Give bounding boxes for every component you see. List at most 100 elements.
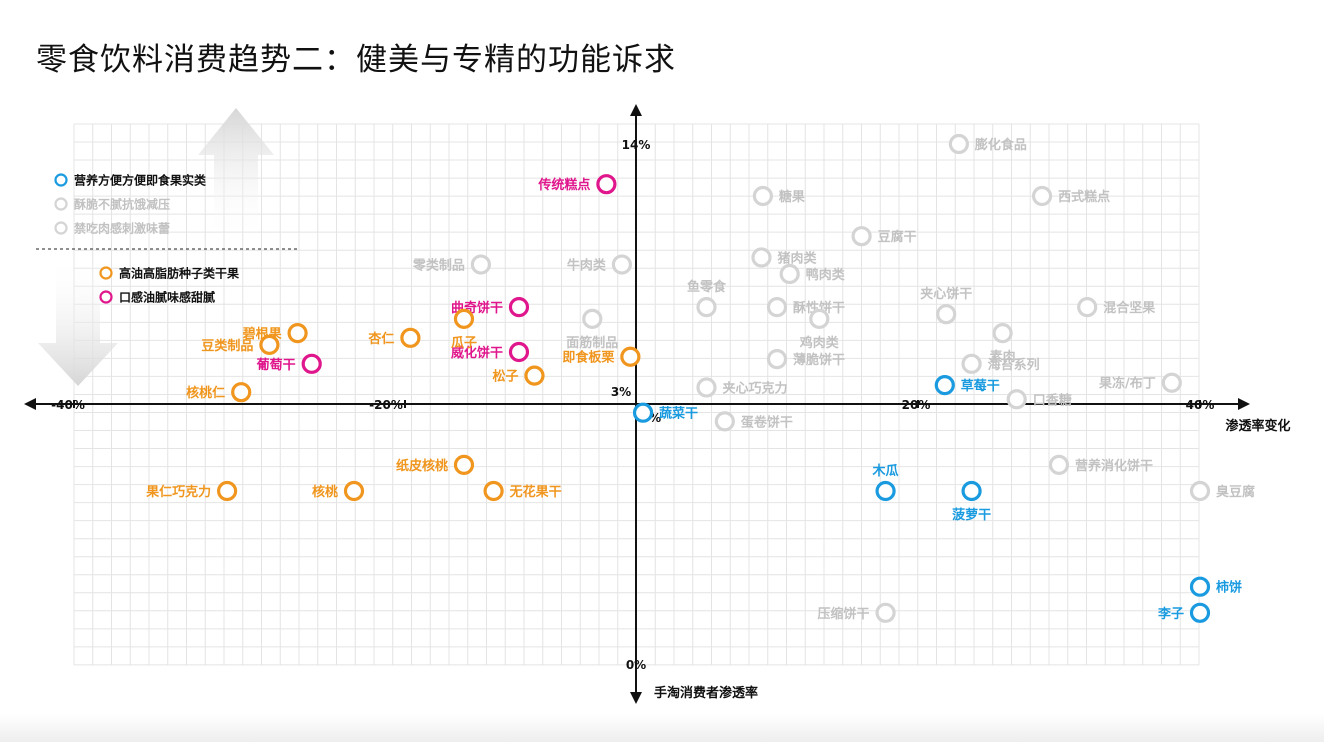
data-point: 威化饼干 xyxy=(451,341,530,363)
legend-label: 酥脆不腻抗饿减压 xyxy=(74,197,170,212)
point-label: 纸皮核桃 xyxy=(396,458,448,474)
point-label: 酥性饼干 xyxy=(793,300,845,316)
point-label: 杏仁 xyxy=(368,331,394,347)
up-arrow-icon xyxy=(198,108,274,240)
data-point: 纸皮核桃 xyxy=(396,454,475,475)
data-point: 瓜子 xyxy=(451,308,477,351)
data-point: 松子 xyxy=(492,365,545,386)
point-marker xyxy=(1077,296,1098,318)
x-tick-label: -40% xyxy=(51,398,85,412)
point-marker xyxy=(301,353,322,374)
point-label: 素肉 xyxy=(990,349,1016,365)
data-point: 鸭肉类 xyxy=(779,263,846,285)
y-axis-down-arrow-icon xyxy=(630,692,642,704)
point-label: 菠萝干 xyxy=(952,507,991,523)
point-marker xyxy=(1048,454,1070,475)
point-label: 威化饼干 xyxy=(451,345,503,361)
point-marker xyxy=(259,334,280,356)
point-marker xyxy=(620,346,641,367)
point-marker xyxy=(948,133,969,155)
data-point: 蛋卷饼干 xyxy=(714,411,793,432)
legend-label: 口感油腻味感甜腻 xyxy=(119,290,215,305)
point-label: 葡萄干 xyxy=(256,357,296,373)
point-label: 海苔系列 xyxy=(988,357,1040,373)
point-label: 零类制品 xyxy=(412,258,465,274)
point-marker xyxy=(453,308,475,330)
point-marker xyxy=(287,322,308,344)
data-point: 素肉 xyxy=(990,322,1016,365)
point-label: 核桃 xyxy=(312,484,338,500)
point-marker xyxy=(1189,576,1211,597)
data-point: 核桃仁 xyxy=(186,382,252,403)
legend-label: 营养方便方便即食果实类 xyxy=(74,173,207,188)
point-label: 鱼零食 xyxy=(687,279,727,295)
legend-label: 禁吃肉感刺激味蕾 xyxy=(74,221,170,236)
point-marker xyxy=(751,247,772,268)
x-tick-label: 20% xyxy=(902,398,931,412)
point-marker xyxy=(632,402,654,423)
data-point: 李子 xyxy=(1157,602,1211,623)
data-point: 口香糖 xyxy=(1006,389,1072,410)
data-point: 柿饼 xyxy=(1189,576,1242,597)
point-marker xyxy=(696,296,717,318)
data-point: 豆类制品 xyxy=(201,334,280,356)
point-marker xyxy=(766,296,788,318)
point-label: 即食板栗 xyxy=(562,350,614,366)
point-label: 压缩饼干 xyxy=(818,606,870,622)
point-label: 柿饼 xyxy=(1216,580,1242,596)
point-marker xyxy=(611,254,633,275)
point-marker xyxy=(992,322,1013,344)
down-arrow-icon xyxy=(38,255,118,386)
y-tick-label: 3% xyxy=(611,385,631,399)
data-point: 鱼零食 xyxy=(687,279,727,318)
point-label: 木瓜 xyxy=(872,463,899,479)
point-label: 传统糕点 xyxy=(537,177,590,193)
data-point: 豆腐干 xyxy=(851,226,917,247)
point-marker xyxy=(752,185,774,207)
legend-marker xyxy=(54,221,68,235)
data-point: 葡萄干 xyxy=(256,353,322,374)
data-point: 面筋制品 xyxy=(566,308,618,351)
legend-marker xyxy=(99,266,113,280)
point-marker xyxy=(961,353,982,374)
point-marker xyxy=(934,374,955,396)
point-label: 核桃仁 xyxy=(186,385,225,401)
point-marker xyxy=(809,308,830,330)
point-label: 口香糖 xyxy=(1033,392,1072,408)
point-marker xyxy=(1161,372,1182,393)
data-point: 膨化食品 xyxy=(948,133,1027,155)
point-marker xyxy=(508,341,530,363)
x-tick-label: -20% xyxy=(369,398,403,412)
data-point: 无花果干 xyxy=(483,480,562,502)
bottom-shadow xyxy=(0,714,1324,742)
point-marker xyxy=(483,480,504,502)
point-marker xyxy=(779,263,800,285)
y-tick-label: 14% xyxy=(622,138,651,152)
point-label: 膨化食品 xyxy=(974,137,1027,153)
data-point: 臭豆腐 xyxy=(1189,480,1255,502)
point-marker xyxy=(1189,480,1211,502)
data-point: 糖果 xyxy=(752,185,805,207)
data-point: 草莓干 xyxy=(934,374,1000,396)
point-label: 鸭肉类 xyxy=(806,267,846,283)
point-label: 西式糕点 xyxy=(1058,189,1110,205)
legend-arrows xyxy=(36,108,298,386)
point-marker xyxy=(936,304,957,325)
data-point: 夹心巧克力 xyxy=(696,377,788,398)
point-marker xyxy=(231,382,252,403)
point-marker xyxy=(217,480,238,502)
point-label: 薄脆饼干 xyxy=(793,352,845,368)
point-marker xyxy=(343,480,365,502)
data-point: 鸡肉类 xyxy=(799,308,840,351)
point-marker xyxy=(1031,185,1053,207)
point-marker xyxy=(1189,602,1211,623)
legend: 营养方便方便即食果实类酥脆不腻抗饿减压禁吃肉感刺激味蕾高油高脂肪种子类干果口感油… xyxy=(54,173,239,305)
data-point: 酥性饼干 xyxy=(766,296,845,318)
point-label: 夹心饼干 xyxy=(920,286,972,302)
point-label: 草莓干 xyxy=(961,378,1000,394)
point-label: 松子 xyxy=(492,369,518,385)
point-label: 果仁巧克力 xyxy=(145,484,211,500)
point-marker xyxy=(453,454,475,475)
point-label: 面筋制品 xyxy=(566,335,618,351)
point-label: 蛋卷饼干 xyxy=(741,414,793,430)
